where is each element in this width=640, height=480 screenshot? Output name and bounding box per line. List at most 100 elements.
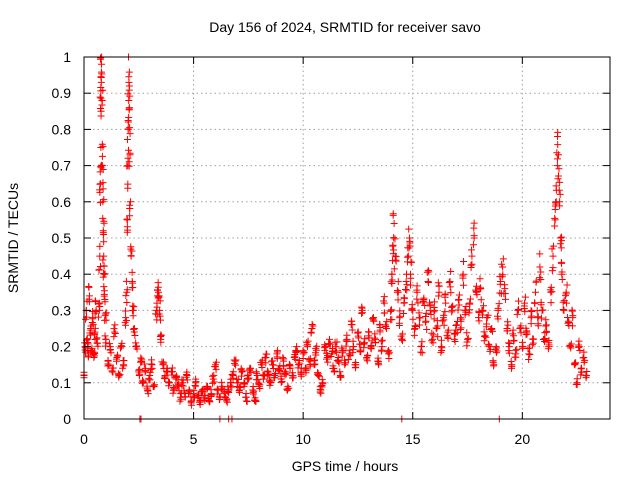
data-point (435, 282, 443, 290)
data-point (557, 244, 565, 252)
data-point (333, 348, 341, 356)
data-point (467, 246, 475, 254)
data-point (244, 372, 252, 380)
data-point (82, 315, 90, 323)
data-point (349, 346, 357, 354)
data-point (573, 379, 581, 387)
data-point (428, 337, 436, 345)
data-point (382, 323, 390, 331)
data-point (92, 308, 100, 316)
data-point (94, 342, 102, 350)
data-point (271, 370, 279, 378)
data-point (314, 369, 322, 377)
data-point (233, 375, 241, 383)
data-point (316, 388, 324, 396)
data-point (299, 347, 307, 355)
data-point (168, 368, 176, 376)
data-point (390, 220, 398, 228)
data-point (331, 347, 339, 355)
data-point (247, 369, 255, 377)
data-point (285, 360, 293, 368)
data-point (161, 374, 169, 382)
data-point (431, 306, 439, 314)
data-point (554, 133, 562, 141)
data-point (146, 368, 154, 376)
data-point (416, 314, 424, 322)
data-point (488, 325, 496, 333)
data-point (407, 274, 415, 282)
data-point (463, 329, 471, 337)
data-point (562, 292, 570, 300)
data-point (403, 286, 411, 294)
data-point (380, 309, 388, 317)
data-point (290, 353, 298, 361)
y-tick-label: 0.2 (52, 339, 72, 355)
data-point (457, 315, 465, 323)
data-point (441, 308, 449, 316)
data-point (265, 371, 273, 379)
data-point (157, 338, 165, 346)
data-point (489, 357, 497, 365)
data-point (461, 311, 469, 319)
data-point (228, 370, 236, 378)
data-point (395, 321, 403, 329)
data-point (267, 378, 275, 386)
data-point (189, 393, 197, 401)
data-point (391, 235, 399, 243)
data-point (540, 338, 548, 346)
data-point (168, 371, 176, 379)
data-point (405, 244, 413, 252)
data-point (358, 309, 366, 317)
data-point (464, 334, 472, 342)
data-point (556, 178, 564, 186)
data-point (348, 321, 356, 329)
data-point (443, 331, 451, 339)
data-point (102, 309, 110, 317)
data-point (484, 311, 492, 319)
data-point (526, 351, 534, 359)
data-point (99, 179, 107, 187)
data-point (206, 398, 214, 406)
data-point (493, 347, 501, 355)
data-point (578, 368, 586, 376)
data-point (444, 333, 452, 341)
data-point (91, 324, 99, 332)
data-point (500, 289, 508, 297)
data-point (243, 397, 251, 405)
data-point (531, 299, 539, 307)
data-point (110, 325, 118, 333)
data-point (453, 321, 461, 329)
data-point (548, 267, 556, 275)
data-point (159, 360, 167, 368)
data-point (321, 341, 329, 349)
data-point (126, 92, 134, 100)
data-point (522, 324, 530, 332)
data-point (387, 306, 395, 314)
data-point (273, 347, 281, 355)
data-point (400, 310, 408, 318)
data-point (405, 225, 413, 233)
data-point (412, 323, 420, 331)
data-point (476, 275, 484, 283)
data-point (122, 307, 130, 315)
data-point (280, 355, 288, 363)
data-point (192, 375, 200, 383)
data-point (567, 344, 575, 352)
data-point (402, 285, 410, 293)
data-point (336, 373, 344, 381)
data-point (542, 321, 550, 329)
data-point (444, 326, 452, 334)
data-point (394, 296, 402, 304)
data-point (220, 385, 228, 393)
data-point (583, 372, 591, 380)
data-point (509, 326, 517, 334)
data-point (537, 301, 545, 309)
data-point (308, 320, 316, 328)
data-point (306, 355, 314, 363)
data-point (99, 143, 107, 151)
data-point (253, 369, 261, 377)
data-point (527, 320, 535, 328)
data-point (355, 334, 363, 342)
data-point (556, 202, 564, 210)
data-point (342, 336, 350, 344)
